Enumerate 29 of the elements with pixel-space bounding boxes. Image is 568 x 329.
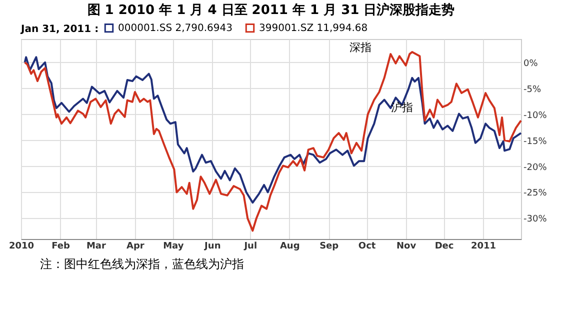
y-tick-label: -25% (524, 188, 548, 199)
y-tick-label: -15% (524, 136, 548, 147)
legend-label: 399001.SZ 11,994.68 (259, 23, 368, 34)
x-tick-label: Nov (396, 242, 416, 252)
legend-title: Jan 31, 2011 : (20, 24, 99, 35)
y-tick-label: -5% (524, 84, 542, 95)
text: 注：图中红色线为深指，蓝色线为沪指 (40, 256, 245, 273)
x-tick-label: Mar (86, 242, 106, 252)
y-tick-label: 0% (524, 58, 538, 69)
x-tick-label: Sep (320, 242, 340, 252)
x-tick-label: Apr (126, 242, 145, 252)
x-tick-label: 2010 (8, 242, 34, 252)
x-tick-label: Jul (243, 242, 258, 252)
annotation: 深指 (350, 41, 372, 54)
legend-label: 000001.SS 2,790.6943 (118, 23, 232, 34)
x-tick-label: Aug (280, 242, 300, 252)
line-series (24, 50, 522, 232)
y-tick-label: -10% (524, 110, 548, 121)
x-tick-label: Oct (358, 242, 376, 252)
x-tick-label: Jun (204, 242, 221, 252)
annotation: 沪指 (391, 100, 414, 114)
x-tick-label: May (163, 242, 184, 252)
chart-title: 图 1 2010 年 1 月 4 日至 2011 年 1 月 31 日沪深股指走势 (87, 2, 455, 18)
x-tick-label: Feb (52, 242, 70, 252)
line-series (24, 56, 522, 204)
x-tick-label: 2011 (470, 242, 496, 252)
y-tick-label: -20% (524, 162, 548, 173)
y-tick-label: -30% (524, 214, 548, 225)
x-tick-label: Dec (434, 242, 454, 252)
